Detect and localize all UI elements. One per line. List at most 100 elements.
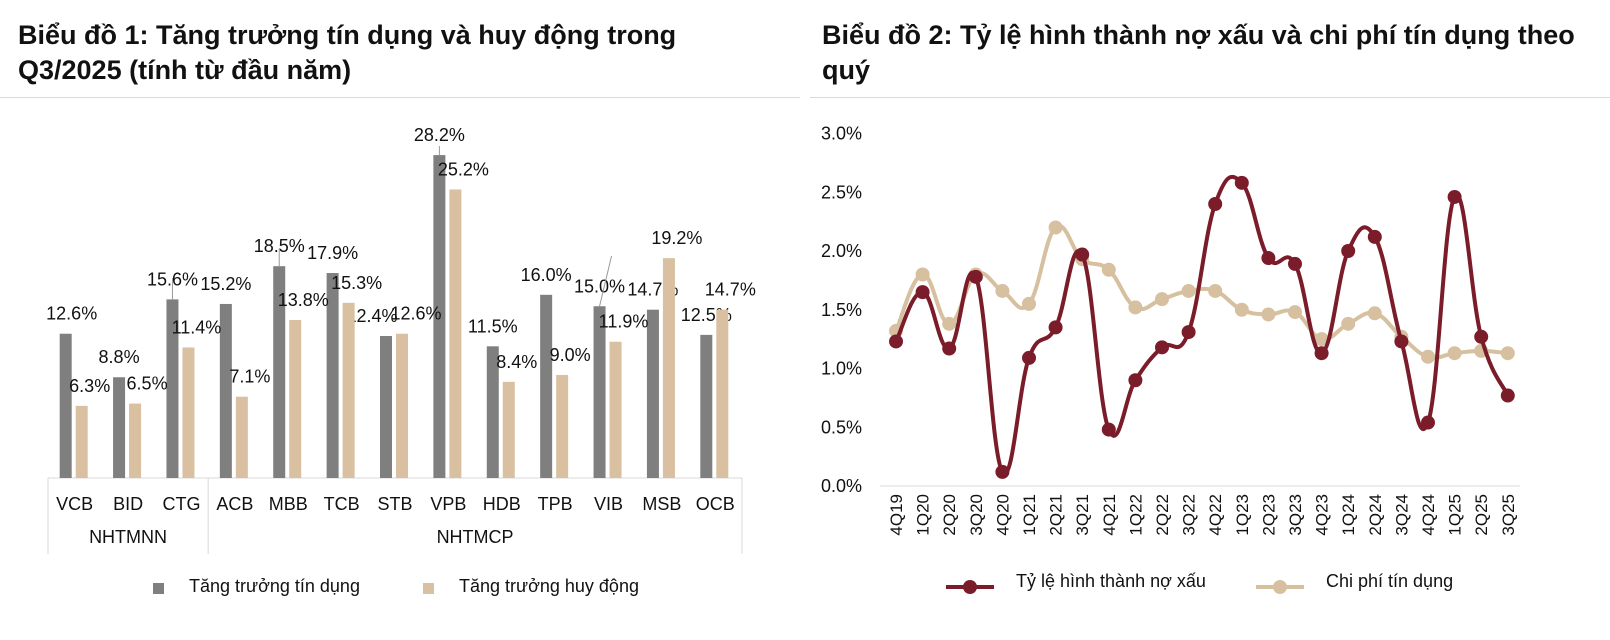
data-point-credit-cost (1447, 346, 1462, 361)
data-point-credit-cost (1181, 283, 1196, 298)
data-point-credit-cost (915, 267, 930, 282)
data-point-npl-formation (1394, 334, 1409, 349)
data-point-credit-cost (1261, 307, 1276, 322)
bar-deposit (556, 374, 569, 478)
x-tick-label: 1Q24 (1339, 494, 1358, 536)
title-divider (810, 97, 1610, 98)
legend-swatch (153, 583, 164, 594)
data-point-credit-cost (1367, 306, 1382, 321)
bar-chart: 12.6%8.8%15.6% 15.2%18.5% 17.9%12.4%28.2%1… (46, 125, 756, 596)
group-label: NHTMNN (89, 527, 167, 547)
data-point-npl-formation (1128, 373, 1143, 388)
x-tick-label: 4Q22 (1206, 494, 1225, 536)
group-label: NHTMCP (437, 527, 514, 547)
legend-marker (1273, 580, 1287, 594)
y-tick-label: 3.0% (821, 124, 862, 144)
x-tick-label: HDB (483, 494, 521, 514)
data-point-npl-formation (1341, 244, 1356, 258)
data-label: 18.5% (254, 236, 305, 256)
title-divider (0, 97, 800, 98)
bar-credit (646, 309, 659, 478)
bar-credit (59, 333, 72, 478)
data-point-npl-formation (942, 341, 957, 356)
x-tick-label: 2Q22 (1153, 494, 1172, 536)
data-label: 11.9% (599, 312, 649, 332)
x-tick-label: TPB (538, 494, 573, 514)
x-tick-label: VPB (430, 494, 466, 514)
y-tick-label: 2.5% (821, 182, 862, 202)
data-point-npl-formation (1022, 350, 1036, 365)
x-tick-label: CTG (162, 494, 200, 514)
x-tick-label: 3Q22 (1180, 494, 1199, 536)
x-tick-label: MBB (269, 494, 308, 514)
bar-deposit (342, 302, 355, 478)
data-point-npl-formation (1181, 325, 1196, 340)
legend-swatch (423, 583, 434, 594)
data-label: 8.4% (496, 352, 537, 372)
data-label: 8.8% (99, 347, 140, 367)
bar-deposit (716, 309, 729, 478)
x-tick-label: 2Q21 (1047, 494, 1066, 536)
x-tick-label: 3Q23 (1286, 494, 1305, 536)
data-label: 12.4% (346, 306, 397, 326)
x-tick-label: 4Q21 (1100, 494, 1119, 536)
bar-credit (219, 303, 232, 478)
data-label: 14.7% (705, 280, 756, 300)
x-tick-label: 1Q22 (1126, 494, 1145, 536)
x-tick-label: TCB (324, 494, 360, 514)
data-point-npl-formation (995, 464, 1010, 479)
x-tick-label: 2Q23 (1259, 494, 1278, 536)
data-label: 11.4% (172, 317, 222, 337)
label-leader-line (599, 255, 613, 307)
data-label: 15.3% (331, 273, 382, 293)
bar-credit (113, 377, 126, 478)
bar-deposit (609, 341, 622, 478)
data-point-npl-formation (1048, 320, 1063, 335)
bar-credit (326, 273, 339, 478)
data-point-credit-cost (1022, 296, 1036, 311)
x-tick-label: 3Q24 (1392, 494, 1411, 536)
data-point-credit-cost (1341, 316, 1356, 331)
data-label: 13.8% (278, 290, 329, 310)
y-tick-label: 2.0% (821, 241, 862, 261)
series-line-npl-formation (894, 174, 1510, 476)
x-tick-label: 1Q23 (1233, 494, 1252, 536)
data-label: 6.5% (127, 374, 168, 394)
bar-deposit (182, 347, 195, 478)
y-tick-label: 1.5% (821, 300, 862, 320)
legend-marker (963, 580, 977, 594)
bar-credit (593, 306, 606, 478)
data-point-npl-formation (1288, 256, 1302, 271)
y-tick-label: 0.5% (821, 417, 862, 437)
data-label: 12.6% (390, 304, 441, 324)
bar-deposit (235, 396, 248, 478)
bar-credit (540, 294, 553, 478)
bar-credit (486, 346, 499, 478)
bar-credit (700, 334, 713, 478)
x-tick-label: 4Q24 (1419, 494, 1438, 536)
data-point-npl-formation (1208, 197, 1223, 211)
data-point-credit-cost (1500, 346, 1515, 361)
data-point-npl-formation (1075, 247, 1090, 262)
data-point-credit-cost (1314, 332, 1329, 347)
data-point-credit-cost (995, 283, 1010, 298)
x-tick-label: STB (377, 494, 412, 514)
data-label: 16.0% (521, 265, 572, 285)
data-point-npl-formation (1234, 175, 1249, 190)
data-point-credit-cost (942, 316, 957, 331)
legend-label: Tỷ lệ hình thành nợ xấu (1016, 571, 1206, 591)
data-point-npl-formation (889, 334, 903, 349)
series-line-credit-cost (894, 223, 1510, 360)
data-point-npl-formation (968, 269, 983, 284)
data-point-credit-cost (1234, 302, 1249, 317)
x-tick-label: 2Q25 (1472, 494, 1491, 536)
bar-credit (433, 155, 446, 479)
x-tick-label: 4Q19 (887, 494, 906, 536)
data-point-credit-cost (1128, 300, 1143, 315)
x-tick-label: VCB (56, 494, 93, 514)
data-label: 28.2% (414, 125, 465, 145)
x-tick-label: VIB (594, 494, 623, 514)
data-point-npl-formation (1447, 189, 1462, 204)
x-tick-label: 3Q25 (1499, 494, 1518, 536)
data-point-npl-formation (1474, 329, 1489, 344)
